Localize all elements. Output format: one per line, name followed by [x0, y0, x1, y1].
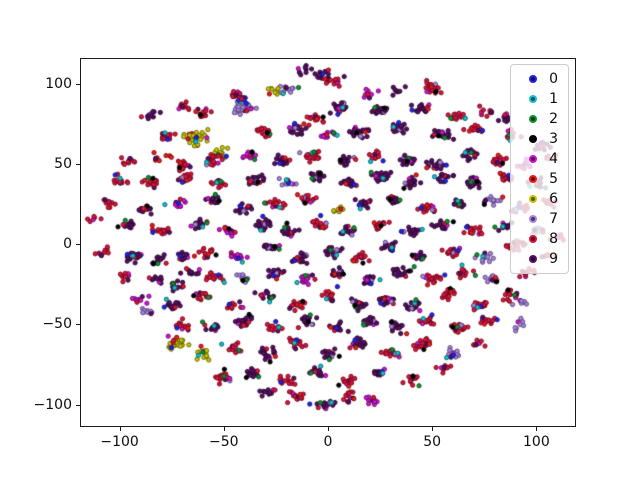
- x-tick-label: −50: [209, 434, 239, 450]
- legend-item-9: 9: [521, 251, 558, 267]
- legend-label: 4: [549, 151, 558, 167]
- y-tick-label: −100: [33, 396, 72, 413]
- legend-label: 6: [549, 191, 558, 207]
- legend-box: 0 1 2 3 4 5 6 7 8 9: [510, 64, 569, 274]
- legend-marker-icon: [529, 75, 537, 83]
- legend-marker-icon: [529, 175, 537, 183]
- legend-marker-icon: [529, 95, 537, 103]
- legend-label: 8: [549, 231, 558, 247]
- x-tick-mark: [223, 427, 225, 431]
- legend-item-4: 4: [521, 151, 558, 167]
- y-tick-label: 100: [45, 75, 72, 92]
- legend-label: 9: [549, 251, 558, 267]
- y-tick-label: −50: [42, 316, 72, 333]
- legend-item-1: 1: [521, 91, 558, 107]
- legend-label: 5: [549, 171, 558, 187]
- legend-label: 1: [549, 91, 558, 107]
- y-tick-mark: [76, 83, 80, 85]
- legend-item-5: 5: [521, 171, 558, 187]
- y-tick-label: 0: [63, 236, 72, 253]
- x-tick-mark: [536, 427, 538, 431]
- legend-label: 3: [549, 131, 558, 147]
- y-tick-mark: [76, 244, 80, 246]
- axes-frame: [80, 58, 576, 427]
- legend-label: 0: [549, 71, 558, 87]
- legend-marker-icon: [529, 215, 537, 223]
- legend-marker-icon: [529, 135, 537, 143]
- legend-item-0: 0: [521, 71, 558, 87]
- legend-item-2: 2: [521, 111, 558, 127]
- legend-item-8: 8: [521, 231, 558, 247]
- x-tick-label: 0: [323, 434, 333, 450]
- legend-item-3: 3: [521, 131, 558, 147]
- legend-marker-icon: [529, 115, 537, 123]
- x-tick-mark: [328, 427, 329, 431]
- legend-marker-icon: [529, 195, 537, 203]
- legend-item-7: 7: [521, 211, 558, 227]
- legend-marker-icon: [529, 155, 537, 163]
- y-tick-mark: [76, 163, 80, 165]
- y-tick-mark: [76, 404, 80, 406]
- x-tick-mark: [432, 427, 434, 431]
- x-tick-label: 100: [523, 434, 550, 450]
- legend-item-6: 6: [521, 191, 558, 207]
- y-tick-label: 50: [54, 155, 72, 172]
- legend-label: 2: [549, 111, 558, 127]
- legend-label: 7: [549, 211, 558, 227]
- legend-marker-icon: [529, 255, 537, 263]
- legend-marker-icon: [529, 235, 537, 243]
- y-tick-mark: [76, 324, 80, 326]
- x-tick-label: −100: [100, 434, 139, 450]
- x-tick-label: 50: [423, 434, 442, 450]
- x-tick-mark: [119, 427, 121, 431]
